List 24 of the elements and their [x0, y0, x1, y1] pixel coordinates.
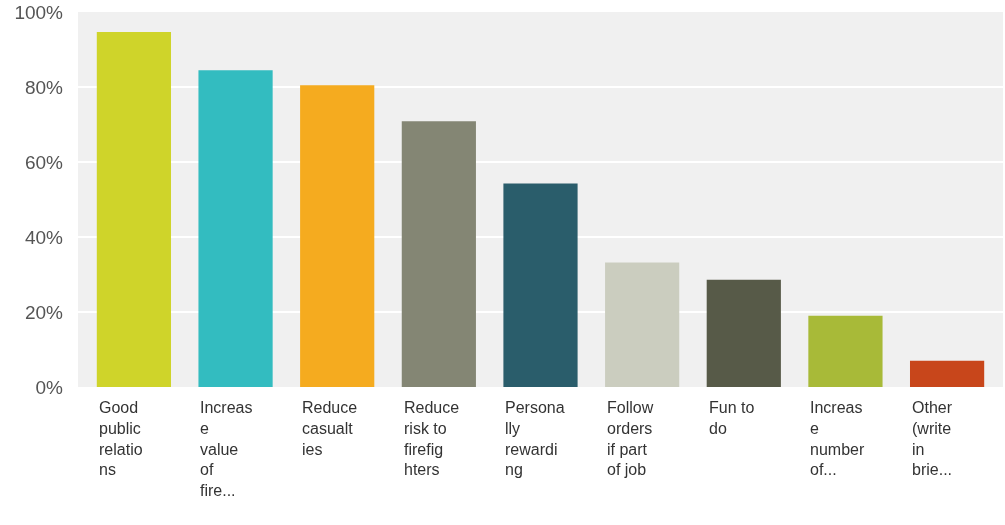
x-tick-label: Good public relations — [99, 399, 143, 479]
bar — [198, 70, 273, 387]
x-tick-label: Personally rewarding — [505, 399, 565, 479]
bar — [503, 183, 578, 387]
bar — [401, 121, 476, 387]
x-tick-label: Reduce risk to firefighters — [404, 399, 460, 479]
bar — [909, 360, 985, 387]
bar — [605, 262, 680, 387]
y-tick-label: 0% — [35, 376, 64, 398]
x-tick-label: Other (write in brie... — [912, 399, 953, 479]
y-tick-label: 100% — [14, 1, 64, 23]
x-tick-label: Follow orders if part of job — [607, 399, 654, 479]
bar — [300, 85, 375, 387]
x-tick-label: Increase value of fire... — [200, 399, 253, 500]
y-tick-label: 80% — [24, 76, 64, 98]
x-tick-label: Reduce casualties — [302, 399, 358, 458]
bar — [808, 315, 883, 387]
bar — [706, 279, 781, 387]
y-tick-label: 60% — [24, 151, 64, 173]
x-tick-label: Increase number of... — [810, 399, 865, 479]
x-tick-label: Fun to do — [709, 399, 755, 437]
y-tick-label: 20% — [24, 301, 64, 323]
bar — [96, 31, 172, 387]
y-tick-label: 40% — [24, 226, 64, 248]
